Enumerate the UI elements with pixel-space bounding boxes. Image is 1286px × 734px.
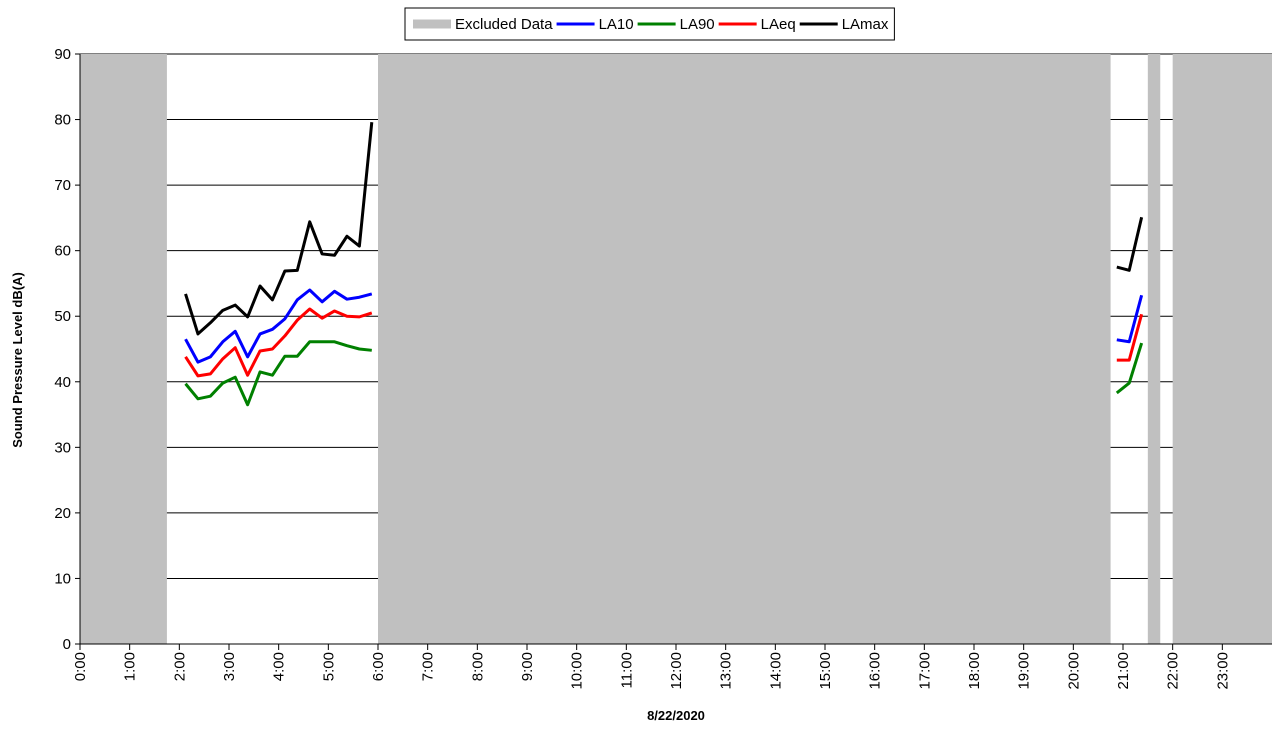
y-tick-label: 70	[54, 177, 71, 194]
legend-label: LA90	[680, 16, 715, 33]
y-tick-label: 50	[54, 308, 71, 325]
x-tick-label: 12:00	[668, 652, 685, 690]
x-tick-label: 18:00	[966, 652, 983, 690]
legend-label: LAmax	[842, 16, 889, 33]
excluded-band	[1147, 54, 1161, 644]
x-tick-label: 23:00	[1214, 652, 1231, 690]
y-tick-label: 30	[54, 439, 71, 456]
x-tick-label: 3:00	[221, 652, 238, 681]
x-tick-label: 7:00	[420, 652, 437, 681]
y-tick-label: 40	[54, 374, 71, 391]
series-line	[184, 122, 1144, 336]
y-tick-label: 20	[54, 505, 71, 522]
y-tick-label: 60	[54, 243, 71, 260]
y-axis-label: Sound Pressure Level dB(A)	[10, 272, 25, 448]
x-tick-label: 1:00	[122, 652, 139, 681]
x-tick-label: 14:00	[767, 652, 784, 690]
x-tick-label: 11:00	[618, 652, 635, 688]
excluded-band	[80, 54, 167, 644]
series-line	[184, 288, 1144, 364]
legend-label: LA10	[599, 16, 634, 33]
x-tick-label: 4:00	[271, 652, 288, 681]
x-tick-label: 17:00	[916, 652, 933, 690]
y-tick-label: 0	[63, 636, 71, 653]
x-tick-label: 13:00	[718, 652, 735, 690]
x-axis-label: 8/22/2020	[647, 708, 705, 723]
series-line	[184, 307, 1144, 378]
y-tick-label: 80	[54, 112, 71, 129]
x-tick-label: 2:00	[171, 652, 188, 681]
legend-label: Excluded Data	[455, 16, 553, 33]
y-tick-label: 10	[54, 570, 71, 587]
x-tick-label: 8:00	[469, 652, 486, 681]
y-tick-label: 90	[54, 46, 71, 63]
x-tick-label: 0:00	[72, 652, 89, 681]
x-tick-label: 22:00	[1165, 652, 1182, 690]
x-tick-label: 15:00	[817, 652, 834, 690]
series-line	[184, 340, 1144, 407]
x-tick-label: 9:00	[519, 652, 536, 681]
x-tick-label: 10:00	[569, 652, 586, 690]
x-tick-label: 19:00	[1016, 652, 1033, 690]
x-tick-label: 6:00	[370, 652, 387, 681]
x-tick-label: 21:00	[1115, 652, 1132, 690]
x-tick-label: 5:00	[320, 652, 337, 681]
excluded-band	[1172, 54, 1272, 644]
legend-label: LAeq	[761, 16, 796, 33]
excluded-band	[378, 54, 1111, 644]
x-tick-label: 20:00	[1065, 652, 1082, 690]
legend: Excluded Data LA10 LA90 LAeq LAmax	[404, 7, 895, 41]
x-tick-label: 16:00	[867, 652, 884, 690]
